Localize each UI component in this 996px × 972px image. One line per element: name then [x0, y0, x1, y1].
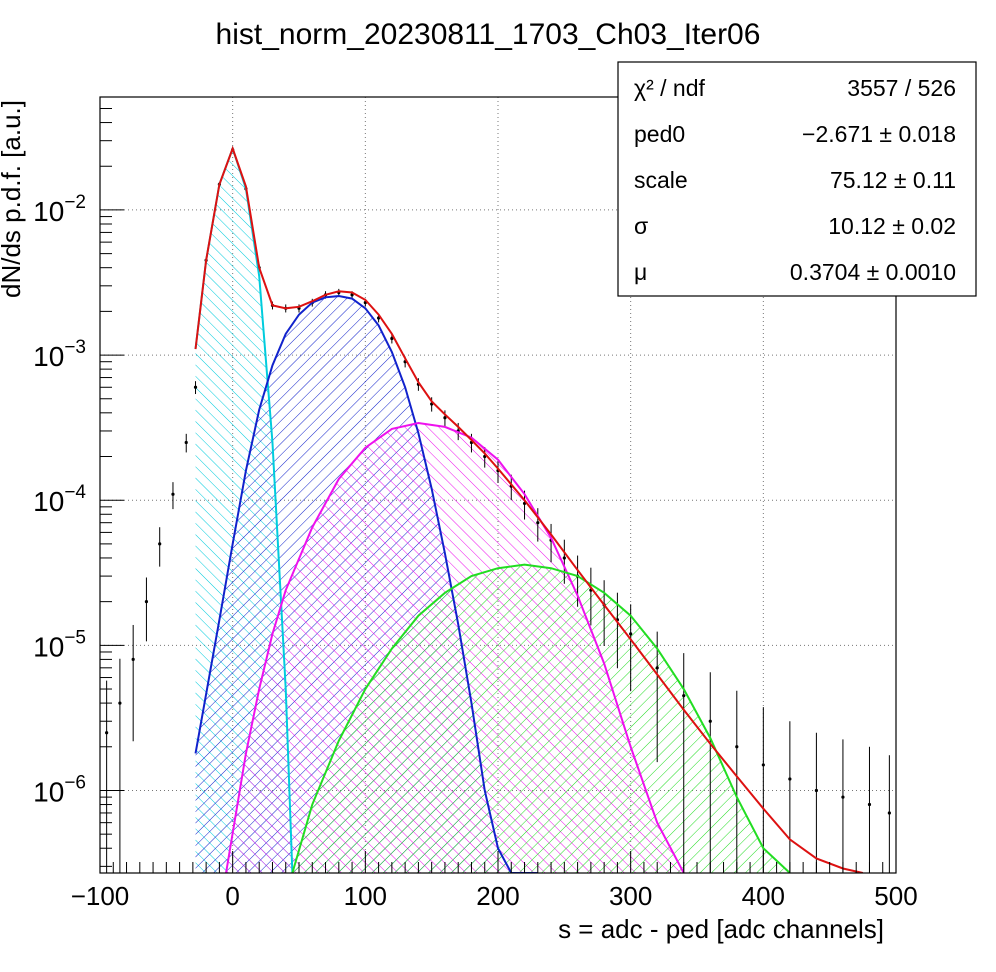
stats-value: −2.671 ± 0.018	[802, 121, 956, 147]
fit-stats-box: χ² / ndf 3557 / 526 ped0 −2.671 ± 0.018 scal…	[617, 61, 977, 297]
stats-label: σ	[634, 213, 648, 239]
stats-label: ped0	[634, 121, 685, 147]
histogram-point	[184, 440, 188, 445]
y-tick-label: 10−2	[33, 192, 86, 227]
x-tick-label: 300	[609, 881, 652, 911]
x-tick-label: 500	[874, 881, 917, 911]
fit-curve-3	[225, 422, 685, 873]
stats-value: 10.12 ± 0.02	[828, 213, 956, 239]
histogram-point	[171, 492, 175, 496]
y-axis: 10−6 10−5 10−4 10−3 10−2	[33, 96, 124, 867]
histogram-point	[814, 788, 819, 793]
fit-curve-5	[194, 145, 864, 873]
stats-value: 0.3704 ± 0.0010	[790, 259, 956, 285]
y-tick-label: 10−4	[33, 482, 86, 517]
histogram-point	[735, 745, 739, 749]
histogram-point	[887, 811, 891, 815]
histogram-point	[655, 666, 659, 670]
histogram-point	[841, 795, 845, 799]
histogram	[105, 147, 891, 873]
histogram-point	[131, 657, 135, 662]
x-axis: −100 0 100 200 300 400 500	[71, 851, 918, 911]
x-tick-label: 200	[476, 881, 519, 911]
histogram-point	[144, 600, 149, 604]
histogram-point	[118, 701, 122, 705]
x-tick-label: 100	[344, 881, 387, 911]
x-tick-label: 0	[225, 881, 239, 911]
y-tick-label: 10−3	[33, 337, 86, 372]
histogram-point	[867, 802, 872, 807]
x-axis-label: s = adc - ped [adc channels]	[558, 914, 884, 944]
curve-layer	[194, 145, 864, 873]
y-axis-label: dN/ds p.d.f. [a.u.]	[0, 100, 26, 298]
y-tick-label: 10−6	[33, 772, 86, 807]
stats-value: 75.12 ± 0.11	[830, 167, 956, 193]
histogram-point	[443, 416, 447, 420]
histogram-point	[708, 719, 712, 723]
histogram-point	[158, 542, 162, 546]
fit-curve-2	[194, 295, 538, 873]
stats-label: μ	[634, 259, 647, 285]
stats-label: χ² / ndf	[634, 75, 705, 101]
x-tick-label: 400	[742, 881, 785, 911]
stats-value: 3557 / 526	[847, 75, 956, 101]
histogram-point	[105, 731, 109, 735]
stats-label: scale	[634, 167, 688, 193]
histogram-point	[682, 694, 686, 698]
x-tick-label: −100	[71, 881, 130, 911]
chart-title: hist_norm_20230811_1703_Ch03_Iter06	[216, 18, 761, 51]
y-tick-label: 10−5	[33, 627, 86, 662]
histogram-point	[536, 521, 540, 525]
fit-curve-4	[291, 563, 791, 873]
histogram-point	[761, 763, 765, 767]
histogram-point	[788, 777, 792, 781]
histogram-point	[193, 385, 198, 389]
stats-box-frame	[617, 61, 977, 297]
fill-layer	[195, 148, 790, 873]
fit-component-fill-4	[292, 564, 790, 873]
histogram-point	[629, 632, 633, 636]
histogram-point	[390, 336, 394, 341]
histogram-point	[562, 556, 566, 560]
